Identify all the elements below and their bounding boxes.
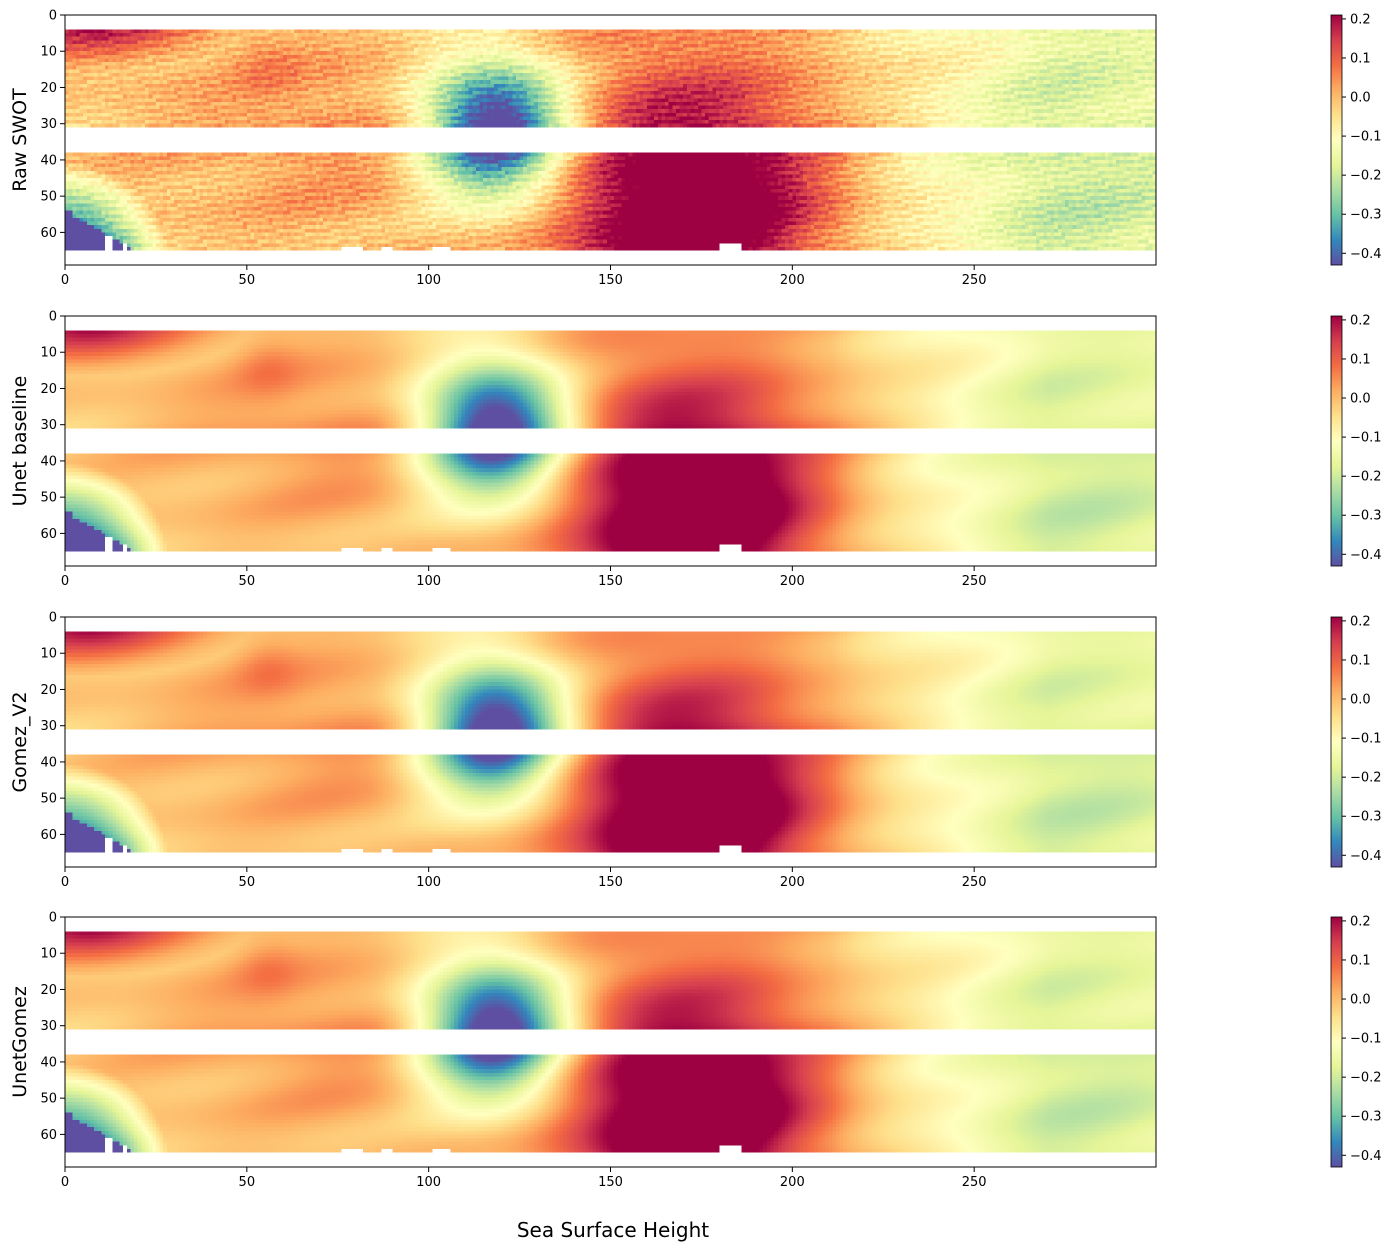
colorbar (1330, 14, 1343, 266)
x-tick-label: 200 (780, 875, 805, 890)
y-tick-label: 10 (40, 947, 57, 962)
y-tick-label: 20 (40, 382, 57, 397)
y-tick-label: 60 (40, 527, 57, 542)
colorbar-tick-label: 0.1 (1350, 352, 1371, 367)
colorbar-tick-label: 0.2 (1350, 12, 1371, 27)
y-tick-label: 50 (40, 1092, 57, 1107)
x-tick-label: 150 (598, 875, 623, 890)
x-tick-label: 0 (61, 875, 69, 890)
y-tick-label: 50 (40, 792, 57, 807)
x-tick-label: 50 (239, 574, 256, 589)
x-tick-label: 200 (780, 273, 805, 288)
x-tick-label: 100 (416, 875, 441, 890)
y-tick-label: 10 (40, 45, 57, 60)
figure-xlabel: Sea Surface Height (517, 1218, 709, 1242)
colorbar-tick-label: −0.4 (1350, 1149, 1382, 1164)
colorbar-tick-label: −0.2 (1350, 771, 1382, 786)
panel-ylabel: UnetGomez (9, 986, 31, 1098)
y-tick-label: 30 (40, 719, 57, 734)
colorbar-tick-label: −0.1 (1350, 1032, 1382, 1047)
colorbar-tick-label: 0.0 (1350, 993, 1371, 1008)
colorbar-tick-label: 0.2 (1350, 313, 1371, 328)
colorbar-tick-label: −0.1 (1350, 130, 1382, 145)
y-tick-label: 10 (40, 647, 57, 662)
panel-ylabel: Unet baseline (9, 376, 31, 507)
colorbar-tick-label: 0.1 (1350, 51, 1371, 66)
colorbar-tick-label: 0.0 (1350, 392, 1371, 407)
colorbar-tick-label: −0.2 (1350, 470, 1382, 485)
x-tick-label: 100 (416, 1175, 441, 1190)
y-tick-label: 0 (49, 911, 57, 926)
y-tick-label: 40 (40, 1055, 57, 1070)
colorbar (1330, 315, 1343, 567)
colorbar-tick-label: −0.1 (1350, 431, 1382, 446)
y-tick-label: 40 (40, 755, 57, 770)
y-tick-label: 50 (40, 491, 57, 506)
y-tick-label: 20 (40, 983, 57, 998)
x-tick-label: 0 (61, 273, 69, 288)
y-tick-label: 20 (40, 81, 57, 96)
panel-2: 0 50 100 150 200 250 0 10 20 30 40 50 60 Unet baselin… (9, 310, 1382, 590)
panel-3: 0 50 100 150 200 250 0 10 20 30 40 50 60 Gomez_V2 0.2 0… (9, 611, 1382, 891)
colorbar-tick-label: 0.1 (1350, 653, 1371, 668)
colorbar-tick-label: −0.3 (1350, 208, 1382, 223)
x-tick-label: 250 (962, 1175, 987, 1190)
colorbar (1330, 916, 1343, 1168)
heatmap-image (65, 617, 1156, 867)
y-tick-label: 40 (40, 454, 57, 469)
y-tick-label: 0 (49, 611, 57, 626)
colorbar-tick-label: −0.4 (1350, 548, 1382, 563)
x-tick-label: 0 (61, 1175, 69, 1190)
x-tick-label: 100 (416, 273, 441, 288)
heatmap-image (65, 917, 1156, 1167)
x-tick-label: 250 (962, 875, 987, 890)
y-tick-label: 0 (49, 9, 57, 24)
colorbar-tick-label: 0.0 (1350, 91, 1371, 106)
colorbar-tick-label: 0.2 (1350, 614, 1371, 629)
colorbar-tick-label: −0.3 (1350, 1110, 1382, 1125)
x-tick-label: 150 (598, 574, 623, 589)
y-tick-label: 50 (40, 190, 57, 205)
colorbar (1330, 616, 1343, 868)
y-tick-label: 30 (40, 1019, 57, 1034)
x-tick-label: 200 (780, 1175, 805, 1190)
y-tick-label: 40 (40, 153, 57, 168)
y-tick-label: 60 (40, 226, 57, 241)
y-tick-label: 0 (49, 310, 57, 325)
panel-1: 0 50 100 150 200 250 0 10 20 30 40 50 60 Raw SWOT 0.2 0… (9, 9, 1382, 289)
x-tick-label: 50 (239, 875, 256, 890)
x-tick-label: 150 (598, 273, 623, 288)
y-tick-label: 60 (40, 828, 57, 843)
heatmap-image (65, 15, 1156, 265)
y-tick-label: 60 (40, 1128, 57, 1143)
y-tick-label: 30 (40, 117, 57, 132)
x-tick-label: 250 (962, 273, 987, 288)
heatmap-image (65, 316, 1156, 566)
panel-ylabel: Gomez_V2 (9, 691, 31, 792)
y-tick-label: 30 (40, 418, 57, 433)
colorbar-tick-label: 0.0 (1350, 693, 1371, 708)
x-tick-label: 50 (239, 273, 256, 288)
x-tick-label: 50 (239, 1175, 256, 1190)
x-tick-label: 100 (416, 574, 441, 589)
panel-4: 0 50 100 150 200 250 0 10 20 30 40 50 60 UnetGomez 0.2… (9, 911, 1382, 1191)
y-tick-label: 20 (40, 683, 57, 698)
colorbar-tick-label: 0.2 (1350, 914, 1371, 929)
x-tick-label: 0 (61, 574, 69, 589)
colorbar-tick-label: −0.3 (1350, 509, 1382, 524)
x-tick-label: 200 (780, 574, 805, 589)
colorbar-tick-label: −0.4 (1350, 247, 1382, 262)
colorbar-tick-label: 0.1 (1350, 953, 1371, 968)
x-tick-label: 150 (598, 1175, 623, 1190)
y-tick-label: 10 (40, 346, 57, 361)
x-tick-label: 250 (962, 574, 987, 589)
colorbar-tick-label: −0.2 (1350, 169, 1382, 184)
colorbar-tick-label: −0.4 (1350, 849, 1382, 864)
colorbar-tick-label: −0.3 (1350, 810, 1382, 825)
colorbar-tick-label: −0.1 (1350, 732, 1382, 747)
colorbar-tick-label: −0.2 (1350, 1071, 1382, 1086)
panel-ylabel: Raw SWOT (9, 88, 31, 192)
